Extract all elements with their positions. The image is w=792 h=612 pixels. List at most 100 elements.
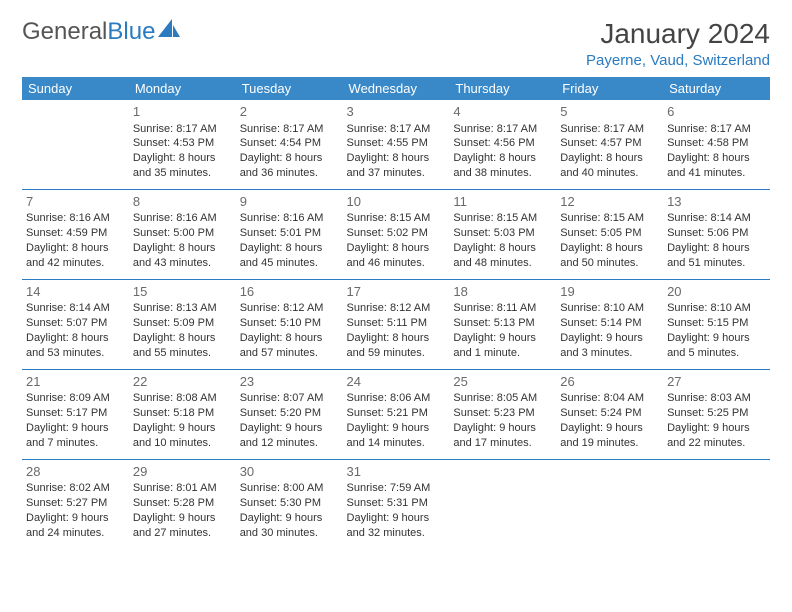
calendar-day-cell: 23Sunrise: 8:07 AMSunset: 5:20 PMDayligh… [236, 369, 343, 459]
daylight-line: Daylight: 9 hours and 1 minute. [453, 331, 552, 361]
calendar-body: 1Sunrise: 8:17 AMSunset: 4:53 PMDaylight… [22, 100, 770, 549]
sunrise-line: Sunrise: 8:08 AM [133, 391, 232, 406]
daylight-line: Daylight: 8 hours and 55 minutes. [133, 331, 232, 361]
calendar-day-cell: 30Sunrise: 8:00 AMSunset: 5:30 PMDayligh… [236, 459, 343, 548]
daylight-line: Daylight: 9 hours and 19 minutes. [560, 421, 659, 451]
calendar-day-cell: 14Sunrise: 8:14 AMSunset: 5:07 PMDayligh… [22, 279, 129, 369]
sunset-line: Sunset: 5:18 PM [133, 406, 232, 421]
logo-text-2: Blue [107, 18, 155, 46]
logo: GeneralBlue [22, 18, 180, 46]
day-number: 15 [133, 283, 232, 301]
sunset-line: Sunset: 5:11 PM [347, 316, 446, 331]
sunset-line: Sunset: 5:20 PM [240, 406, 339, 421]
day-number: 10 [347, 193, 446, 211]
daylight-line: Daylight: 9 hours and 12 minutes. [240, 421, 339, 451]
sunset-line: Sunset: 4:54 PM [240, 136, 339, 151]
sunrise-line: Sunrise: 8:04 AM [560, 391, 659, 406]
sunset-line: Sunset: 5:30 PM [240, 496, 339, 511]
sunset-line: Sunset: 4:56 PM [453, 136, 552, 151]
sunset-line: Sunset: 4:58 PM [667, 136, 766, 151]
month-title: January 2024 [586, 18, 770, 50]
sunset-line: Sunset: 5:28 PM [133, 496, 232, 511]
sunrise-line: Sunrise: 8:12 AM [240, 301, 339, 316]
sunset-line: Sunset: 5:15 PM [667, 316, 766, 331]
day-number: 20 [667, 283, 766, 301]
daylight-line: Daylight: 9 hours and 5 minutes. [667, 331, 766, 361]
daylight-line: Daylight: 8 hours and 50 minutes. [560, 241, 659, 271]
day-number: 4 [453, 103, 552, 121]
sunrise-line: Sunrise: 8:11 AM [453, 301, 552, 316]
sunrise-line: Sunrise: 8:16 AM [133, 211, 232, 226]
sunset-line: Sunset: 5:07 PM [26, 316, 125, 331]
sunrise-line: Sunrise: 8:17 AM [453, 122, 552, 137]
day-number: 1 [133, 103, 232, 121]
calendar-day-cell: 3Sunrise: 8:17 AMSunset: 4:55 PMDaylight… [343, 100, 450, 189]
day-number: 6 [667, 103, 766, 121]
day-number: 12 [560, 193, 659, 211]
weekday-header: Thursday [449, 77, 556, 100]
calendar-day-cell: 9Sunrise: 8:16 AMSunset: 5:01 PMDaylight… [236, 189, 343, 279]
calendar-day-cell: 16Sunrise: 8:12 AMSunset: 5:10 PMDayligh… [236, 279, 343, 369]
sunrise-line: Sunrise: 8:16 AM [26, 211, 125, 226]
daylight-line: Daylight: 8 hours and 46 minutes. [347, 241, 446, 271]
logo-text-1: General [22, 18, 107, 46]
day-number: 26 [560, 373, 659, 391]
daylight-line: Daylight: 9 hours and 32 minutes. [347, 511, 446, 541]
daylight-line: Daylight: 8 hours and 40 minutes. [560, 151, 659, 181]
sunset-line: Sunset: 5:21 PM [347, 406, 446, 421]
sunset-line: Sunset: 5:03 PM [453, 226, 552, 241]
day-number: 19 [560, 283, 659, 301]
daylight-line: Daylight: 9 hours and 24 minutes. [26, 511, 125, 541]
day-number: 28 [26, 463, 125, 481]
weekday-header: Saturday [663, 77, 770, 100]
sunset-line: Sunset: 5:25 PM [667, 406, 766, 421]
sunset-line: Sunset: 5:17 PM [26, 406, 125, 421]
sunrise-line: Sunrise: 8:14 AM [667, 211, 766, 226]
calendar-table: SundayMondayTuesdayWednesdayThursdayFrid… [22, 77, 770, 549]
calendar-day-cell: 24Sunrise: 8:06 AMSunset: 5:21 PMDayligh… [343, 369, 450, 459]
calendar-day-cell: 21Sunrise: 8:09 AMSunset: 5:17 PMDayligh… [22, 369, 129, 459]
daylight-line: Daylight: 8 hours and 35 minutes. [133, 151, 232, 181]
weekday-header: Friday [556, 77, 663, 100]
calendar-day-cell: 6Sunrise: 8:17 AMSunset: 4:58 PMDaylight… [663, 100, 770, 189]
calendar-day-cell: 1Sunrise: 8:17 AMSunset: 4:53 PMDaylight… [129, 100, 236, 189]
sunrise-line: Sunrise: 8:10 AM [667, 301, 766, 316]
sunset-line: Sunset: 5:23 PM [453, 406, 552, 421]
calendar-day-cell: 18Sunrise: 8:11 AMSunset: 5:13 PMDayligh… [449, 279, 556, 369]
weekday-header: Sunday [22, 77, 129, 100]
daylight-line: Daylight: 8 hours and 37 minutes. [347, 151, 446, 181]
calendar-day-cell [22, 100, 129, 189]
calendar-day-cell: 20Sunrise: 8:10 AMSunset: 5:15 PMDayligh… [663, 279, 770, 369]
sunrise-line: Sunrise: 8:17 AM [560, 122, 659, 137]
daylight-line: Daylight: 8 hours and 41 minutes. [667, 151, 766, 181]
sunset-line: Sunset: 5:27 PM [26, 496, 125, 511]
calendar-day-cell: 17Sunrise: 8:12 AMSunset: 5:11 PMDayligh… [343, 279, 450, 369]
sunset-line: Sunset: 4:59 PM [26, 226, 125, 241]
daylight-line: Daylight: 8 hours and 43 minutes. [133, 241, 232, 271]
day-number: 27 [667, 373, 766, 391]
day-number: 9 [240, 193, 339, 211]
daylight-line: Daylight: 8 hours and 45 minutes. [240, 241, 339, 271]
day-number: 31 [347, 463, 446, 481]
sunset-line: Sunset: 5:14 PM [560, 316, 659, 331]
daylight-line: Daylight: 9 hours and 22 minutes. [667, 421, 766, 451]
sunrise-line: Sunrise: 8:15 AM [347, 211, 446, 226]
calendar-day-cell [449, 459, 556, 548]
day-number: 16 [240, 283, 339, 301]
sunset-line: Sunset: 5:02 PM [347, 226, 446, 241]
daylight-line: Daylight: 9 hours and 30 minutes. [240, 511, 339, 541]
header: GeneralBlue January 2024 Payerne, Vaud, … [22, 18, 770, 69]
sunset-line: Sunset: 5:31 PM [347, 496, 446, 511]
calendar-day-cell [663, 459, 770, 548]
sunset-line: Sunset: 5:13 PM [453, 316, 552, 331]
sunrise-line: Sunrise: 8:10 AM [560, 301, 659, 316]
calendar-day-cell: 5Sunrise: 8:17 AMSunset: 4:57 PMDaylight… [556, 100, 663, 189]
calendar-day-cell: 28Sunrise: 8:02 AMSunset: 5:27 PMDayligh… [22, 459, 129, 548]
daylight-line: Daylight: 8 hours and 48 minutes. [453, 241, 552, 271]
day-number: 21 [26, 373, 125, 391]
title-block: January 2024 Payerne, Vaud, Switzerland [586, 18, 770, 69]
sunset-line: Sunset: 5:05 PM [560, 226, 659, 241]
day-number: 17 [347, 283, 446, 301]
calendar-day-cell: 26Sunrise: 8:04 AMSunset: 5:24 PMDayligh… [556, 369, 663, 459]
sunset-line: Sunset: 5:09 PM [133, 316, 232, 331]
